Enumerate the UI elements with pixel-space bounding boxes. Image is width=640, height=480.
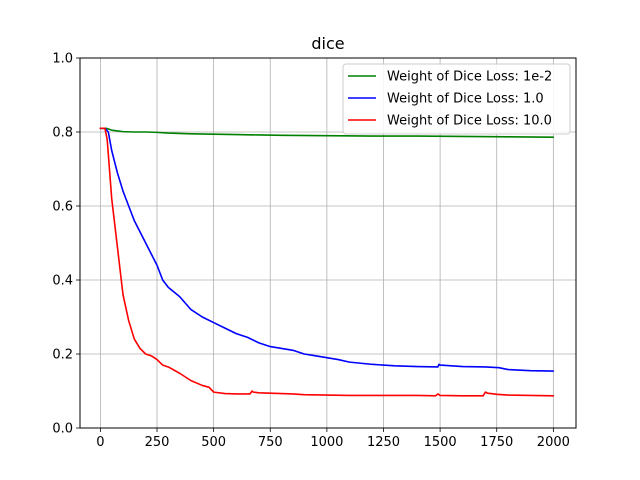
y-tick-label: 0.0 [52, 422, 73, 437]
series-line-1 [99, 127, 555, 138]
x-tick-label: 1750 [480, 435, 513, 450]
x-tick-label: 1500 [424, 435, 457, 450]
y-tick-label: 0.8 [52, 126, 73, 141]
y-tick-label: 0.2 [52, 348, 73, 363]
plot-area-frame [79, 57, 577, 429]
x-tick-label: 1000 [310, 435, 343, 450]
y-tick-label: 0.6 [52, 200, 73, 215]
x-tick-label: 0 [96, 435, 104, 450]
y-tick-label: 1.0 [52, 52, 73, 67]
tick-layer: 0 250 500 750 1000 1250 1500 1750 2000 0.0 0.2 0.4 0… [52, 52, 570, 451]
legend: Weight of Dice Loss: 1e-2 Weight of Dice … [342, 63, 571, 135]
x-tick-label: 1250 [367, 435, 400, 450]
series-line-2 [99, 127, 555, 372]
y-tick-label: 0.4 [52, 274, 73, 289]
x-tick-label: 500 [201, 435, 226, 450]
legend-label: Weight of Dice Loss: 1.0 [387, 92, 544, 107]
series-line-3 [99, 127, 555, 397]
series-layer [99, 127, 555, 397]
x-tick-label: 2000 [537, 435, 570, 450]
legend-label: Weight of Dice Loss: 10.0 [387, 114, 552, 129]
x-tick-label: 250 [145, 435, 170, 450]
x-tick-label: 750 [258, 435, 283, 450]
legend-frame [342, 63, 571, 135]
legend-label: Weight of Dice Loss: 1e-2 [387, 70, 552, 85]
chart-title: dice [311, 34, 344, 53]
